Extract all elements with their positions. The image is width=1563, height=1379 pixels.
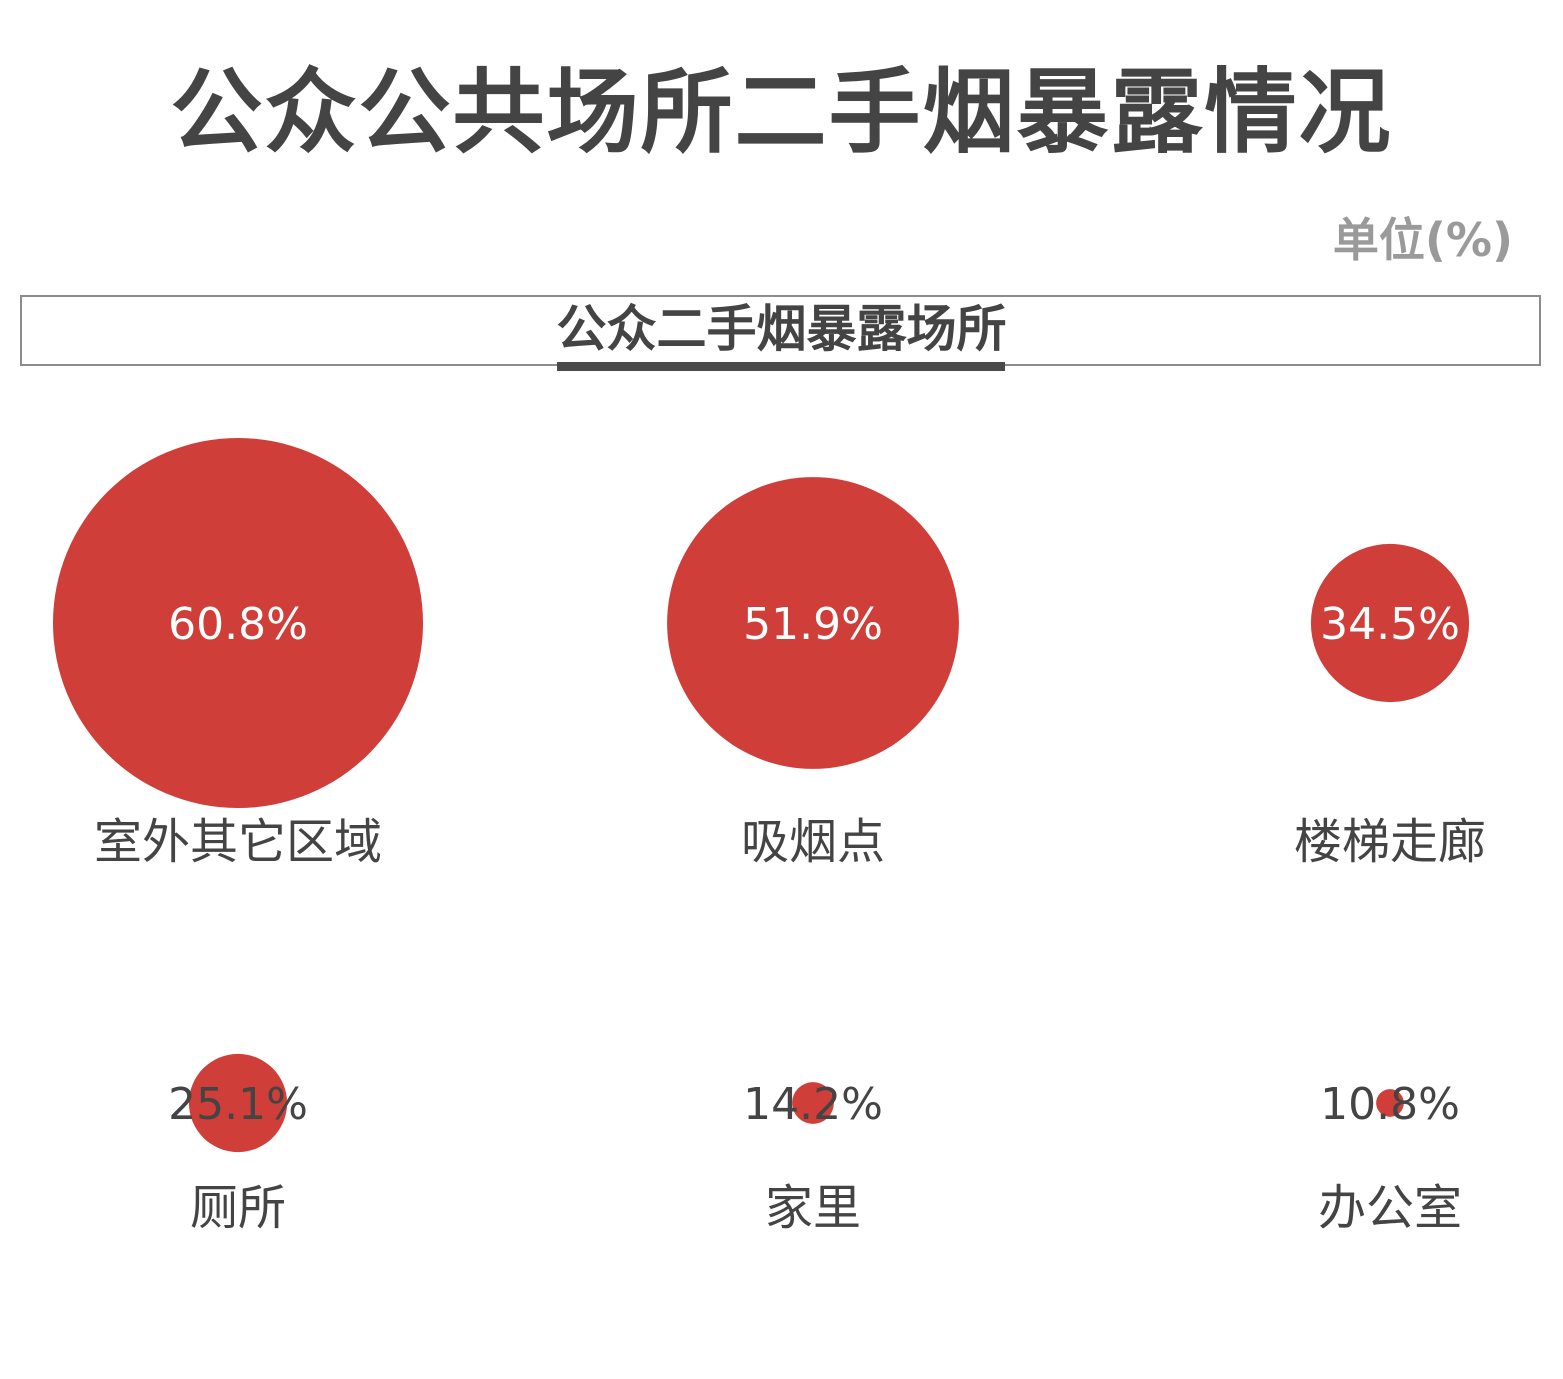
bubble-1 xyxy=(667,477,959,769)
bubble-value-2: 34.5% xyxy=(1320,599,1460,650)
section-title: 公众二手烟暴露场所 xyxy=(556,300,1007,358)
bubble-value-1: 51.9% xyxy=(743,599,883,650)
category-label-2: 楼梯走廊 xyxy=(1294,814,1486,870)
bubble-value-4: 14.2% xyxy=(743,1079,883,1130)
unit-label: 单位(%) xyxy=(1332,213,1513,267)
bubble-0 xyxy=(53,438,423,808)
chart-title: 公众公共场所二手烟暴露情况 xyxy=(170,59,1393,166)
bubble-5 xyxy=(1376,1089,1404,1117)
bubble-3 xyxy=(188,1053,288,1153)
bubble-4 xyxy=(792,1082,834,1124)
category-label-4: 家里 xyxy=(765,1180,861,1236)
section-underline xyxy=(557,362,1005,371)
category-label-5: 办公室 xyxy=(1318,1180,1462,1236)
bubble-value-3: 25.1% xyxy=(168,1079,308,1130)
bubble-value-0: 60.8% xyxy=(168,599,308,650)
category-label-3: 厕所 xyxy=(190,1180,286,1236)
category-label-1: 吸烟点 xyxy=(741,814,885,870)
bubble-2 xyxy=(1310,543,1470,703)
category-label-0: 室外其它区域 xyxy=(94,814,382,870)
bubble-value-5: 10.8% xyxy=(1320,1079,1460,1130)
